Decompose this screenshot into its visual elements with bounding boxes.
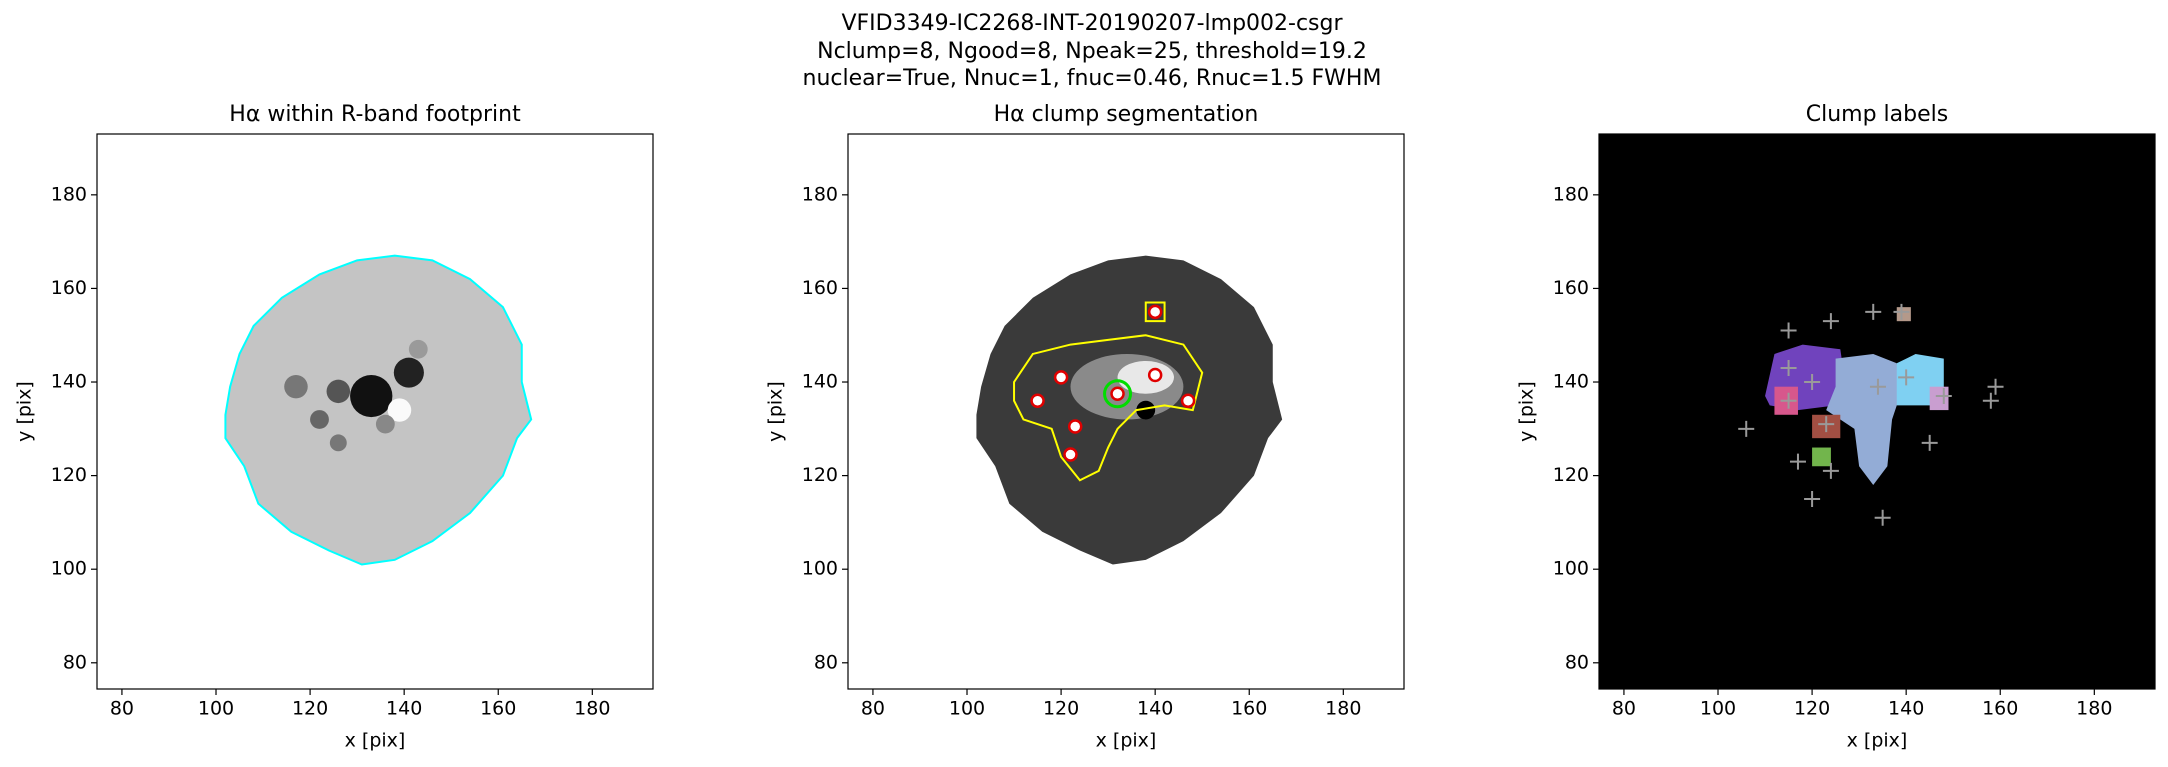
peak-cross xyxy=(1987,378,2004,395)
x-tick-label: 180 xyxy=(1325,698,1361,720)
y-axis-label: y [pix] xyxy=(1516,381,1538,442)
peak-marker xyxy=(1147,367,1163,383)
peak-marker xyxy=(1053,370,1069,385)
x-tick-label: 140 xyxy=(386,698,422,720)
y-tick-label: 100 xyxy=(1553,558,1589,580)
y-tick-label: 180 xyxy=(1553,183,1589,205)
y-tick-label: 140 xyxy=(802,371,838,393)
figure-title: nuclear=True, Nnuc=1, fnuc=0.46, Rnuc=1.… xyxy=(803,66,1382,91)
y-tick-label: 120 xyxy=(802,464,838,486)
peak-cross xyxy=(1780,392,1797,409)
peak-cross xyxy=(1874,509,1891,526)
x-tick-label: 120 xyxy=(1794,698,1830,720)
x-tick-label: 160 xyxy=(480,698,516,720)
segmentation-image xyxy=(976,255,1283,565)
x-tick-label: 140 xyxy=(1888,698,1924,720)
nucleus-peak xyxy=(1110,386,1125,401)
peak-cross xyxy=(1921,434,1938,451)
peak-cross xyxy=(1865,303,1882,320)
peak-cross xyxy=(1869,378,1886,395)
y-tick-label: 180 xyxy=(802,183,838,205)
peak-cross xyxy=(1789,453,1806,470)
y-tick-label: 160 xyxy=(51,277,87,299)
x-tick-label: 80 xyxy=(110,698,134,720)
x-tick-label: 80 xyxy=(1612,698,1636,720)
y-tick-label: 100 xyxy=(802,558,838,580)
y-tick-label: 160 xyxy=(1553,277,1589,299)
x-tick-label: 180 xyxy=(2076,698,2112,720)
y-tick-label: 120 xyxy=(51,464,87,486)
x-tick-label: 140 xyxy=(1137,698,1173,720)
axes-frame xyxy=(847,133,1405,690)
peak-cross xyxy=(1780,322,1797,339)
peak-marker xyxy=(1030,393,1045,408)
x-axis-label: x [pix] xyxy=(1847,730,1908,752)
nucleus-marker xyxy=(1103,379,1133,409)
y-tick-label: 80 xyxy=(63,651,87,673)
peak-marker xyxy=(1147,304,1163,320)
y-axis-label: y [pix] xyxy=(14,381,36,442)
peak-cross xyxy=(1893,303,1910,320)
peak-cross xyxy=(1780,359,1797,376)
x-tick-label: 120 xyxy=(292,698,328,720)
y-tick-label: 80 xyxy=(814,651,838,673)
x-tick-label: 100 xyxy=(949,698,985,720)
y-tick-label: 120 xyxy=(1553,464,1589,486)
x-tick-label: 180 xyxy=(574,698,610,720)
peak-marker xyxy=(1180,393,1196,408)
peak-cross xyxy=(1822,462,1839,479)
panel-title: Clump labels xyxy=(1806,102,1948,127)
axes-frame xyxy=(96,133,654,690)
y-tick-label: 160 xyxy=(802,277,838,299)
peak-cross xyxy=(1804,374,1821,391)
y-tick-label: 180 xyxy=(51,183,87,205)
y-axis-label: y [pix] xyxy=(765,381,787,442)
peak-cross xyxy=(1818,416,1835,433)
x-tick-label: 160 xyxy=(1231,698,1267,720)
peak-cross xyxy=(1738,420,1755,437)
figure-title: Nclump=8, Ngood=8, Npeak=25, threshold=1… xyxy=(817,39,1367,64)
y-tick-label: 140 xyxy=(51,371,87,393)
x-tick-label: 100 xyxy=(1700,698,1736,720)
y-tick-label: 80 xyxy=(1565,651,1589,673)
x-tick-label: 160 xyxy=(1982,698,2018,720)
peak-cross xyxy=(1982,392,1999,409)
panel-title: Hα clump segmentation xyxy=(994,102,1259,127)
x-tick-label: 80 xyxy=(861,698,885,720)
axes-frame xyxy=(1598,133,2156,690)
peak-cross xyxy=(1804,491,1821,508)
panel-title: Hα within R-band footprint xyxy=(229,102,521,127)
y-tick-label: 100 xyxy=(51,558,87,580)
peak-cross xyxy=(1822,313,1839,330)
y-tick-label: 140 xyxy=(1553,371,1589,393)
peak-cross xyxy=(1898,369,1915,386)
peak-marker xyxy=(1067,419,1083,434)
halpha-image xyxy=(225,256,531,565)
figure-title: VFID3349-IC2268-INT-20190207-lmp002-csgr xyxy=(841,11,1343,36)
peak-cross xyxy=(1935,388,1952,405)
x-axis-label: x [pix] xyxy=(1096,730,1157,752)
x-axis-label: x [pix] xyxy=(345,730,406,752)
peak-marker xyxy=(1063,447,1078,462)
x-tick-label: 120 xyxy=(1043,698,1079,720)
x-tick-label: 100 xyxy=(198,698,234,720)
